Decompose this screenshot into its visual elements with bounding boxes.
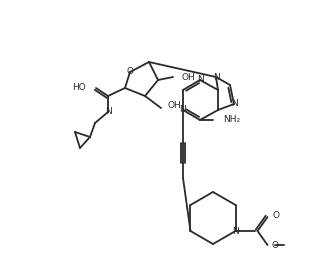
Text: HO: HO xyxy=(72,82,86,92)
Text: OH: OH xyxy=(168,101,182,110)
Text: N: N xyxy=(105,107,111,116)
Text: N: N xyxy=(232,227,239,235)
Text: O: O xyxy=(126,67,133,76)
Text: NH₂: NH₂ xyxy=(223,116,240,124)
Text: OH: OH xyxy=(181,73,195,81)
Text: N: N xyxy=(212,73,220,81)
Text: N: N xyxy=(180,105,186,115)
Text: N: N xyxy=(196,76,204,84)
Text: O: O xyxy=(271,241,278,250)
Text: N: N xyxy=(231,99,237,109)
Text: O: O xyxy=(273,212,279,221)
